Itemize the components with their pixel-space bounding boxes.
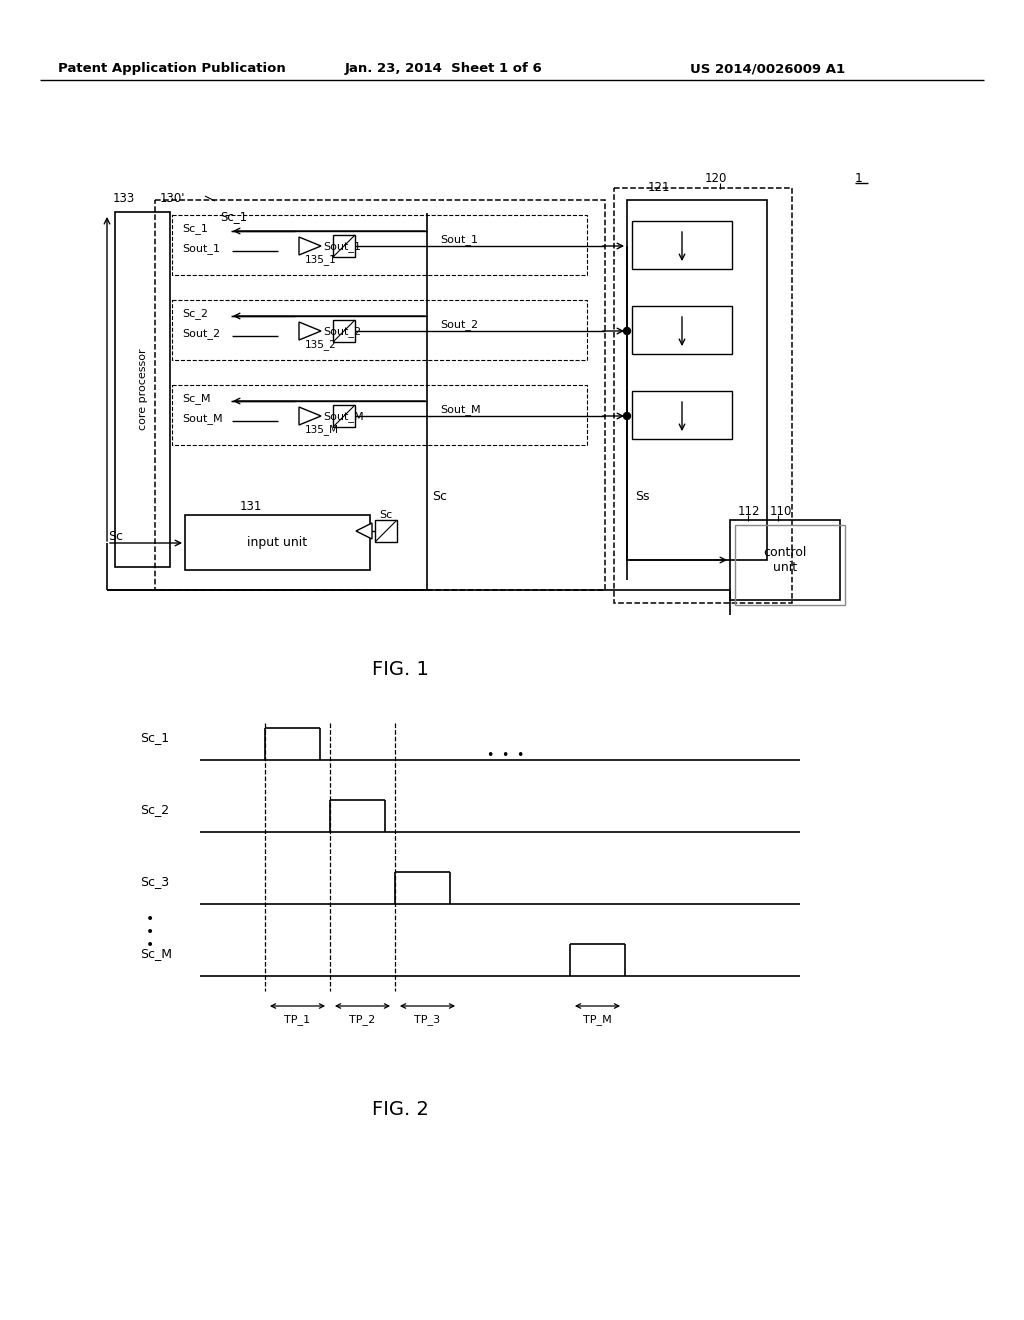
Text: control
unit: control unit xyxy=(763,546,807,574)
Text: Sout_M: Sout_M xyxy=(440,404,480,414)
Text: •: • xyxy=(145,925,155,939)
Text: FIG. 1: FIG. 1 xyxy=(372,660,428,678)
Text: Sc: Sc xyxy=(108,531,123,543)
Text: •: • xyxy=(502,748,509,762)
Text: 135_2: 135_2 xyxy=(305,339,337,350)
Text: Sout_1: Sout_1 xyxy=(182,243,220,253)
Text: •: • xyxy=(486,748,494,762)
Text: Jan. 23, 2014  Sheet 1 of 6: Jan. 23, 2014 Sheet 1 of 6 xyxy=(345,62,543,75)
Text: Sout_M: Sout_M xyxy=(182,413,222,424)
Text: Patent Application Publication: Patent Application Publication xyxy=(58,62,286,75)
Text: Sc_1: Sc_1 xyxy=(182,223,208,234)
Bar xyxy=(172,215,587,275)
Text: 135_1: 135_1 xyxy=(305,253,337,265)
Text: 112: 112 xyxy=(738,506,761,517)
Text: Sc_1: Sc_1 xyxy=(140,731,169,744)
Text: Sc_2: Sc_2 xyxy=(182,308,208,319)
Polygon shape xyxy=(299,407,321,425)
Bar xyxy=(185,515,370,570)
Text: •: • xyxy=(516,748,523,762)
Text: TP_M: TP_M xyxy=(583,1014,612,1024)
Text: Sc_M: Sc_M xyxy=(182,393,211,404)
Bar xyxy=(115,213,170,568)
Text: core processor: core processor xyxy=(137,348,147,430)
Bar xyxy=(333,405,355,426)
Bar xyxy=(632,306,732,354)
Text: Sc_2: Sc_2 xyxy=(140,804,169,817)
Text: TP_1: TP_1 xyxy=(285,1014,310,1024)
Bar xyxy=(155,201,605,590)
Text: Sout_2: Sout_2 xyxy=(323,326,361,337)
Text: FIG. 2: FIG. 2 xyxy=(372,1100,428,1119)
Text: 130': 130' xyxy=(160,191,185,205)
Polygon shape xyxy=(299,322,321,341)
Text: 135_M: 135_M xyxy=(305,424,339,434)
Text: TP_2: TP_2 xyxy=(349,1014,376,1024)
Text: •: • xyxy=(145,939,155,952)
Polygon shape xyxy=(299,238,321,255)
Text: Sc_3: Sc_3 xyxy=(140,875,169,888)
Text: Sout_M: Sout_M xyxy=(323,411,364,422)
Text: 133: 133 xyxy=(113,191,135,205)
Text: TP_3: TP_3 xyxy=(415,1014,440,1024)
Text: 1: 1 xyxy=(855,172,863,185)
Text: Sout_1: Sout_1 xyxy=(323,242,361,252)
Bar xyxy=(614,187,792,603)
Bar xyxy=(632,220,732,269)
Text: 110: 110 xyxy=(770,506,793,517)
Text: Ss: Ss xyxy=(635,490,649,503)
Text: Sout_1: Sout_1 xyxy=(440,234,478,246)
Bar xyxy=(627,201,767,560)
Text: 131: 131 xyxy=(240,500,262,513)
Bar xyxy=(333,319,355,342)
Text: Sc_1: Sc_1 xyxy=(220,210,247,223)
Text: •: • xyxy=(145,912,155,927)
Text: input unit: input unit xyxy=(248,536,307,549)
Text: Sout_2: Sout_2 xyxy=(182,327,220,339)
Text: Sc: Sc xyxy=(379,510,392,520)
Bar xyxy=(632,391,732,440)
Bar xyxy=(735,525,845,605)
Text: US 2014/0026009 A1: US 2014/0026009 A1 xyxy=(690,62,845,75)
Bar xyxy=(730,520,840,601)
Circle shape xyxy=(624,327,631,334)
Polygon shape xyxy=(356,523,372,539)
Text: 120: 120 xyxy=(705,172,727,185)
Text: Sc: Sc xyxy=(432,490,447,503)
Text: Sc_M: Sc_M xyxy=(140,948,172,961)
Circle shape xyxy=(624,412,631,420)
Text: Sout_2: Sout_2 xyxy=(440,319,478,330)
Bar xyxy=(375,520,397,543)
Bar xyxy=(172,385,587,445)
Bar xyxy=(333,235,355,257)
Bar xyxy=(172,300,587,360)
Text: 121: 121 xyxy=(648,181,671,194)
